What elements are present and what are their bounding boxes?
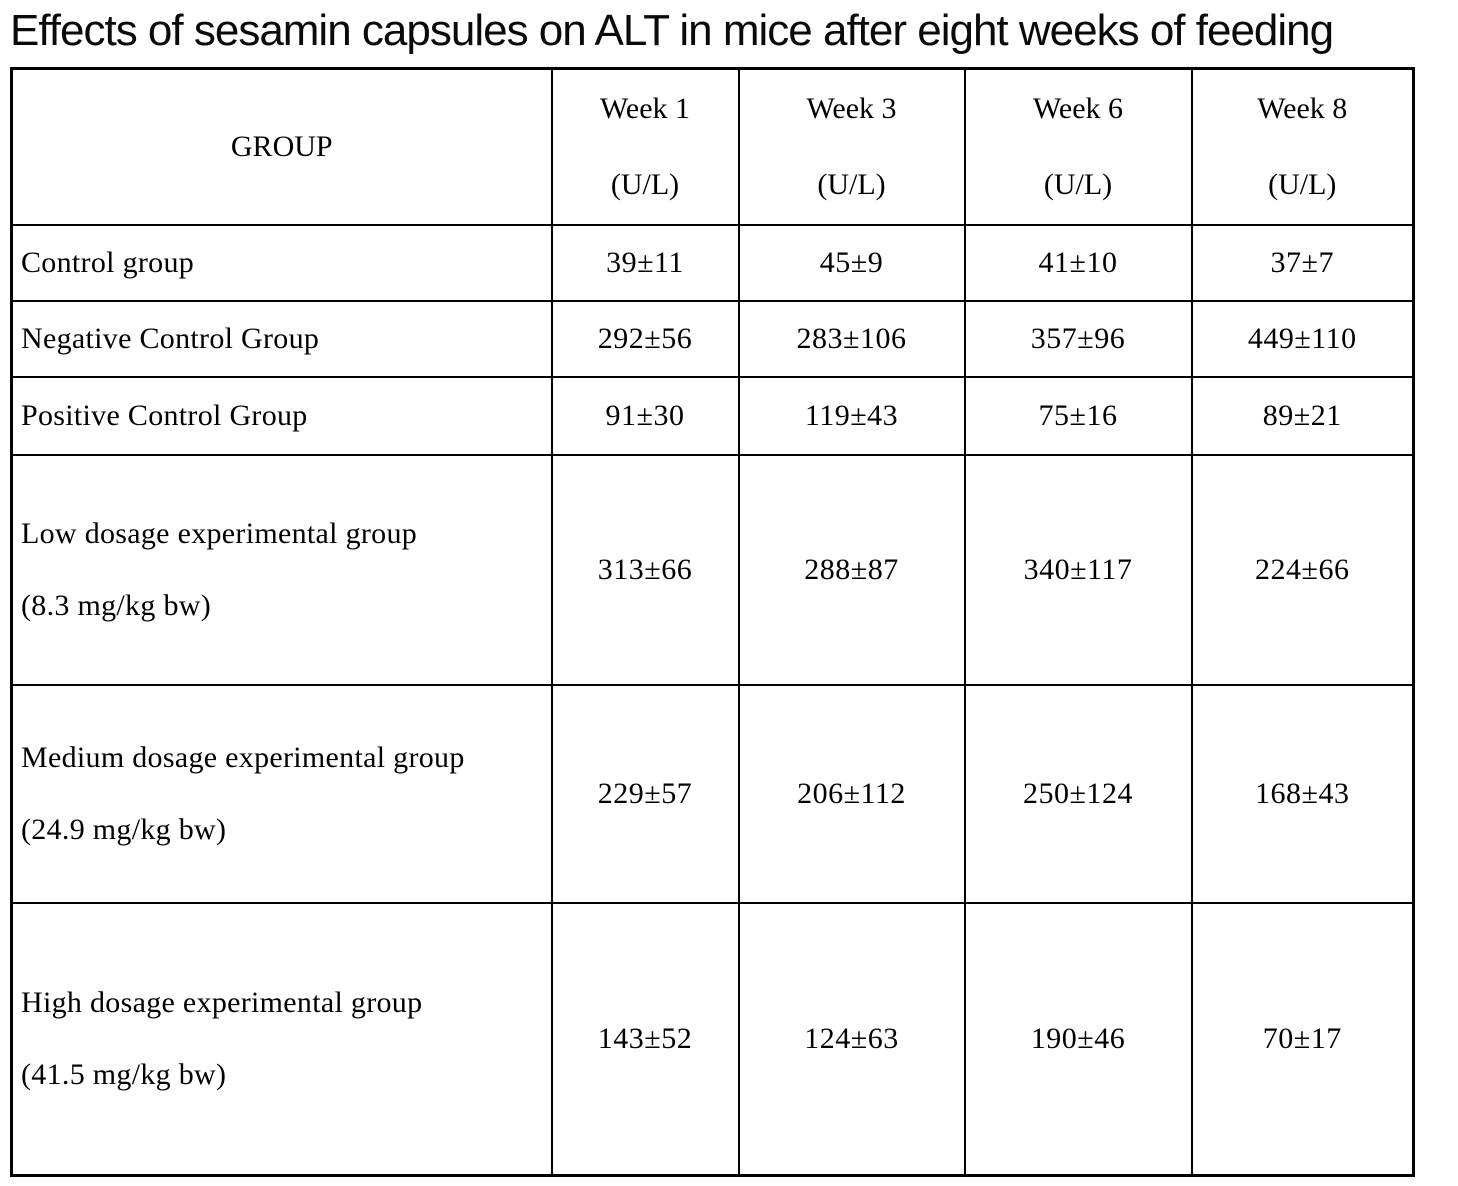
group-dose: (24.9 mg/kg bw) bbox=[21, 813, 227, 846]
group-name: Low dosage experimental group bbox=[21, 517, 418, 550]
table-row-low-dosage: Low dosage experimental group (8.3 mg/kg… bbox=[10, 454, 1415, 686]
unit-label: (U/L) bbox=[1043, 168, 1113, 201]
week-label: Week 3 bbox=[806, 92, 897, 125]
page-title: Effects of sesamin capsules on ALT in mi… bbox=[10, 6, 1334, 55]
table-row-medium-dosage: Medium dosage experimental group (24.9 m… bbox=[10, 684, 1415, 904]
value-cell: 91±30 bbox=[550, 376, 740, 456]
column-header-group: GROUP bbox=[10, 67, 553, 226]
row-label: Medium dosage experimental group (24.9 m… bbox=[10, 684, 553, 904]
value-cell: 190±46 bbox=[963, 902, 1193, 1176]
column-header-week1: Week 1 (U/L) bbox=[550, 67, 740, 226]
value-cell: 357±96 bbox=[963, 300, 1193, 378]
value-cell: 70±17 bbox=[1190, 902, 1415, 1176]
value-cell: 229±57 bbox=[550, 684, 740, 904]
table-row-positive-control: Positive Control Group 91±30 119±43 75±1… bbox=[10, 376, 1415, 456]
value-cell: 449±110 bbox=[1190, 300, 1415, 378]
table-row-negative-control: Negative Control Group 292±56 283±106 35… bbox=[10, 300, 1415, 378]
week-label: Week 6 bbox=[1032, 92, 1124, 125]
value-cell: 143±52 bbox=[550, 902, 740, 1176]
value-cell: 224±66 bbox=[1190, 454, 1415, 686]
row-label: Positive Control Group bbox=[10, 376, 553, 456]
value-cell: 206±112 bbox=[737, 684, 966, 904]
value-cell: 168±43 bbox=[1190, 684, 1415, 904]
table-row-control: Control group 39±11 45±9 41±10 37±7 bbox=[10, 224, 1415, 302]
unit-label: (U/L) bbox=[1268, 168, 1337, 201]
value-cell: 313±66 bbox=[550, 454, 740, 686]
alt-results-table: GROUP Week 1 (U/L) Week 3 (U/L) Week 6 (… bbox=[10, 67, 1415, 1177]
row-label: Control group bbox=[10, 224, 553, 302]
week-label: Week 8 bbox=[1257, 92, 1348, 125]
group-dose: (41.5 mg/kg bw) bbox=[21, 1057, 227, 1091]
value-cell: 124±63 bbox=[737, 902, 966, 1176]
week-label: Week 1 bbox=[599, 92, 691, 125]
table-header-row: GROUP Week 1 (U/L) Week 3 (U/L) Week 6 (… bbox=[10, 67, 1415, 226]
value-cell: 37±7 bbox=[1190, 224, 1415, 302]
column-header-week3: Week 3 (U/L) bbox=[737, 67, 966, 226]
value-cell: 45±9 bbox=[737, 224, 966, 302]
value-cell: 119±43 bbox=[737, 376, 966, 456]
unit-label: (U/L) bbox=[817, 168, 886, 201]
value-cell: 41±10 bbox=[963, 224, 1193, 302]
value-cell: 250±124 bbox=[963, 684, 1193, 904]
table-row-high-dosage: High dosage experimental group (41.5 mg/… bbox=[10, 902, 1415, 1176]
row-label: Low dosage experimental group (8.3 mg/kg… bbox=[10, 454, 553, 686]
group-name: High dosage experimental group bbox=[21, 985, 423, 1019]
column-header-week8: Week 8 (U/L) bbox=[1190, 67, 1415, 226]
column-header-week6: Week 6 (U/L) bbox=[963, 67, 1193, 226]
value-cell: 89±21 bbox=[1190, 376, 1415, 456]
value-cell: 292±56 bbox=[550, 300, 740, 378]
group-dose: (8.3 mg/kg bw) bbox=[21, 589, 212, 622]
value-cell: 283±106 bbox=[737, 300, 966, 378]
value-cell: 340±117 bbox=[963, 454, 1193, 686]
row-label: High dosage experimental group (41.5 mg/… bbox=[10, 902, 553, 1176]
value-cell: 75±16 bbox=[963, 376, 1193, 456]
unit-label: (U/L) bbox=[610, 168, 680, 201]
value-cell: 39±11 bbox=[550, 224, 740, 302]
row-label: Negative Control Group bbox=[10, 300, 553, 378]
group-name: Medium dosage experimental group bbox=[21, 741, 465, 774]
value-cell: 288±87 bbox=[737, 454, 966, 686]
